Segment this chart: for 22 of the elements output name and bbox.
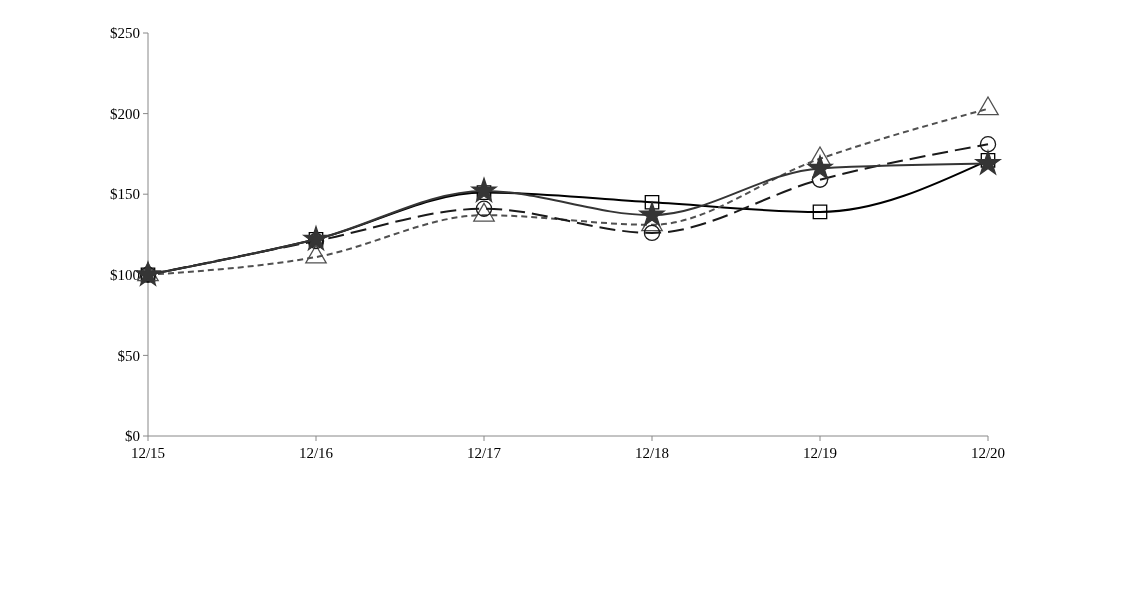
point bbox=[975, 150, 1001, 175]
point bbox=[639, 201, 665, 227]
point bbox=[303, 226, 329, 251]
point bbox=[977, 96, 999, 116]
point bbox=[979, 136, 997, 153]
y-tick-label: $200 bbox=[110, 105, 140, 122]
x-tick-label: 12/19 bbox=[802, 445, 838, 461]
y-tick-label: $250 bbox=[110, 25, 140, 42]
y-tick-label: $150 bbox=[110, 186, 140, 203]
y-tick-label: $100 bbox=[110, 267, 140, 284]
point bbox=[812, 204, 828, 220]
x-tick-label: 12/17 bbox=[466, 445, 502, 461]
x-tick-label: 12/20 bbox=[970, 445, 1006, 461]
y-tick-label: $0 bbox=[125, 428, 140, 445]
x-tick-label: 12/18 bbox=[634, 445, 670, 461]
point bbox=[807, 155, 833, 180]
point bbox=[643, 224, 661, 242]
point bbox=[644, 194, 660, 210]
x-tick-label: 12/15 bbox=[130, 445, 166, 461]
y-tick-label: $50 bbox=[117, 347, 140, 364]
point bbox=[471, 177, 497, 202]
x-tick-label: 12/16 bbox=[298, 445, 334, 461]
